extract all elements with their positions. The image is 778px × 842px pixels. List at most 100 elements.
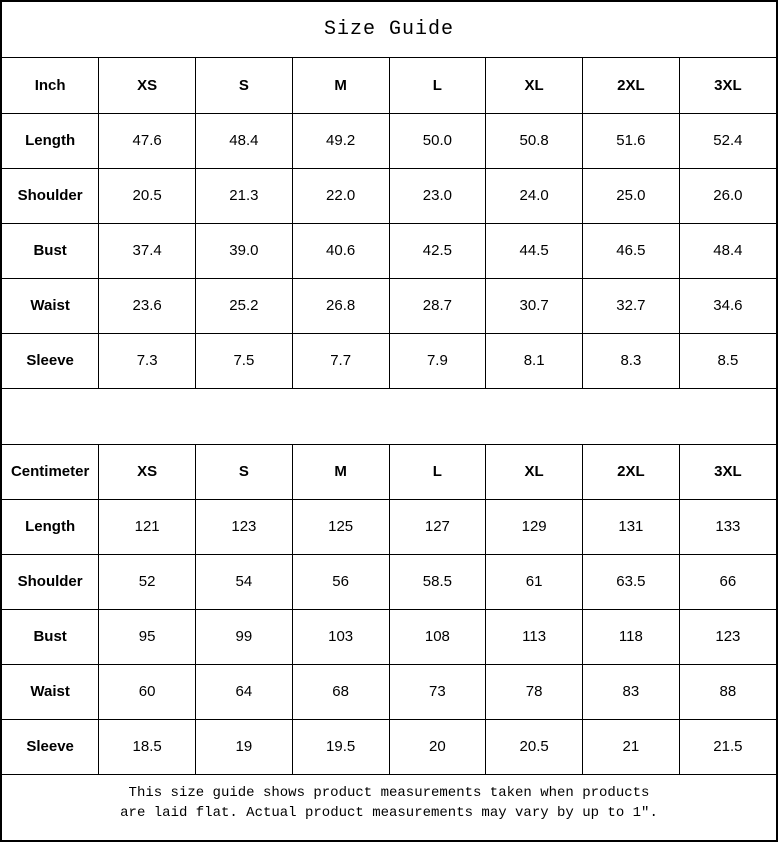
size-cell: 50.0 — [388, 112, 487, 169]
size-cell: 20.5 — [485, 718, 583, 775]
column-header-xs: XS — [98, 443, 196, 500]
size-cell: 88 — [678, 663, 776, 720]
size-cell: 127 — [388, 498, 487, 555]
size-cell: 44.5 — [485, 222, 583, 279]
size-cell: 47.6 — [98, 112, 196, 169]
table-row: Sleeve 7.3 7.5 7.7 7.9 8.1 8.3 8.5 — [2, 332, 776, 389]
column-header-xl: XL — [485, 443, 583, 500]
size-cell: 7.7 — [291, 332, 390, 389]
size-cell: 54 — [195, 553, 293, 610]
footer-note: This size guide shows product measuremen… — [2, 775, 776, 831]
table-row: Shoulder 52 54 56 58.5 61 63.5 66 — [2, 553, 776, 610]
size-cell: 23.0 — [388, 167, 487, 224]
column-header-xl: XL — [485, 58, 583, 114]
row-label-length: Length — [2, 112, 100, 169]
size-cell: 34.6 — [678, 277, 776, 334]
table-row: Bust 95 99 103 108 113 118 123 — [2, 608, 776, 665]
table-row: Waist 60 64 68 73 78 83 88 — [2, 663, 776, 720]
size-cell: 99 — [195, 608, 293, 665]
size-cell: 113 — [485, 608, 583, 665]
column-header-xs: XS — [98, 58, 196, 114]
size-cell: 42.5 — [388, 222, 487, 279]
size-cell: 56 — [291, 553, 390, 610]
size-cell: 78 — [485, 663, 583, 720]
size-table-inch: Inch XS S M L XL 2XL 3XL Length 47.6 48.… — [2, 58, 776, 389]
size-cell: 21.5 — [678, 718, 776, 775]
size-cell: 25.2 — [195, 277, 293, 334]
size-cell: 39.0 — [195, 222, 293, 279]
size-cell: 73 — [388, 663, 487, 720]
column-header-3xl: 3XL — [678, 443, 776, 500]
size-cell: 26.0 — [678, 167, 776, 224]
size-cell: 7.3 — [98, 332, 196, 389]
column-header-s: S — [195, 443, 293, 500]
footer-note-line2: are laid flat. Actual product measuremen… — [120, 804, 658, 821]
table-header-row: Inch XS S M L XL 2XL 3XL — [2, 58, 776, 114]
table-row: Sleeve 18.5 19 19.5 20 20.5 21 21.5 — [2, 718, 776, 775]
table-header-row: Centimeter XS S M L XL 2XL 3XL — [2, 443, 776, 500]
table-row: Length 47.6 48.4 49.2 50.0 50.8 51.6 52.… — [2, 112, 776, 169]
size-cell: 26.8 — [291, 277, 390, 334]
size-cell: 46.5 — [582, 222, 680, 279]
size-cell: 49.2 — [291, 112, 390, 169]
table-row: Length 121 123 125 127 129 131 133 — [2, 498, 776, 555]
size-cell: 68 — [291, 663, 390, 720]
unit-label-inch: Inch — [2, 58, 100, 114]
size-cell: 129 — [485, 498, 583, 555]
column-header-s: S — [195, 58, 293, 114]
footer-note-line1: This size guide shows product measuremen… — [128, 784, 650, 801]
row-label-waist: Waist — [2, 277, 100, 334]
size-cell: 7.9 — [388, 332, 487, 389]
size-cell: 83 — [582, 663, 680, 720]
size-cell: 95 — [98, 608, 196, 665]
page-title: Size Guide — [2, 2, 776, 58]
row-label-sleeve: Sleeve — [2, 332, 100, 389]
size-cell: 8.3 — [582, 332, 680, 389]
row-label-sleeve: Sleeve — [2, 718, 100, 775]
row-label-length: Length — [2, 498, 100, 555]
row-label-waist: Waist — [2, 663, 100, 720]
size-table-centimeter: Centimeter XS S M L XL 2XL 3XL Length 12… — [2, 443, 776, 775]
size-cell: 64 — [195, 663, 293, 720]
size-cell: 21 — [582, 718, 680, 775]
size-cell: 121 — [98, 498, 196, 555]
size-cell: 7.5 — [195, 332, 293, 389]
size-cell: 20 — [388, 718, 487, 775]
size-cell: 8.5 — [678, 332, 776, 389]
size-cell: 63.5 — [582, 553, 680, 610]
size-cell: 28.7 — [388, 277, 487, 334]
size-cell: 103 — [291, 608, 390, 665]
column-header-2xl: 2XL — [582, 58, 680, 114]
size-cell: 8.1 — [485, 332, 583, 389]
row-label-bust: Bust — [2, 222, 100, 279]
size-cell: 123 — [195, 498, 293, 555]
size-cell: 48.4 — [195, 112, 293, 169]
size-cell: 30.7 — [485, 277, 583, 334]
size-cell: 66 — [678, 553, 776, 610]
size-cell: 20.5 — [98, 167, 196, 224]
column-header-l: L — [388, 58, 487, 114]
size-cell: 21.3 — [195, 167, 293, 224]
column-header-m: M — [291, 58, 390, 114]
size-cell: 133 — [678, 498, 776, 555]
size-cell: 131 — [582, 498, 680, 555]
size-cell: 52.4 — [678, 112, 776, 169]
size-cell: 48.4 — [678, 222, 776, 279]
size-cell: 108 — [388, 608, 487, 665]
size-cell: 58.5 — [388, 553, 487, 610]
size-cell: 19.5 — [291, 718, 390, 775]
unit-label-centimeter: Centimeter — [2, 443, 100, 500]
size-cell: 25.0 — [582, 167, 680, 224]
column-header-3xl: 3XL — [678, 58, 776, 114]
row-label-shoulder: Shoulder — [2, 167, 100, 224]
table-spacer — [2, 388, 776, 444]
column-header-2xl: 2XL — [582, 443, 680, 500]
column-header-m: M — [291, 443, 390, 500]
size-cell: 22.0 — [291, 167, 390, 224]
table-row: Bust 37.4 39.0 40.6 42.5 44.5 46.5 48.4 — [2, 222, 776, 279]
row-label-shoulder: Shoulder — [2, 553, 100, 610]
size-cell: 40.6 — [291, 222, 390, 279]
column-header-l: L — [388, 443, 487, 500]
size-cell: 118 — [582, 608, 680, 665]
